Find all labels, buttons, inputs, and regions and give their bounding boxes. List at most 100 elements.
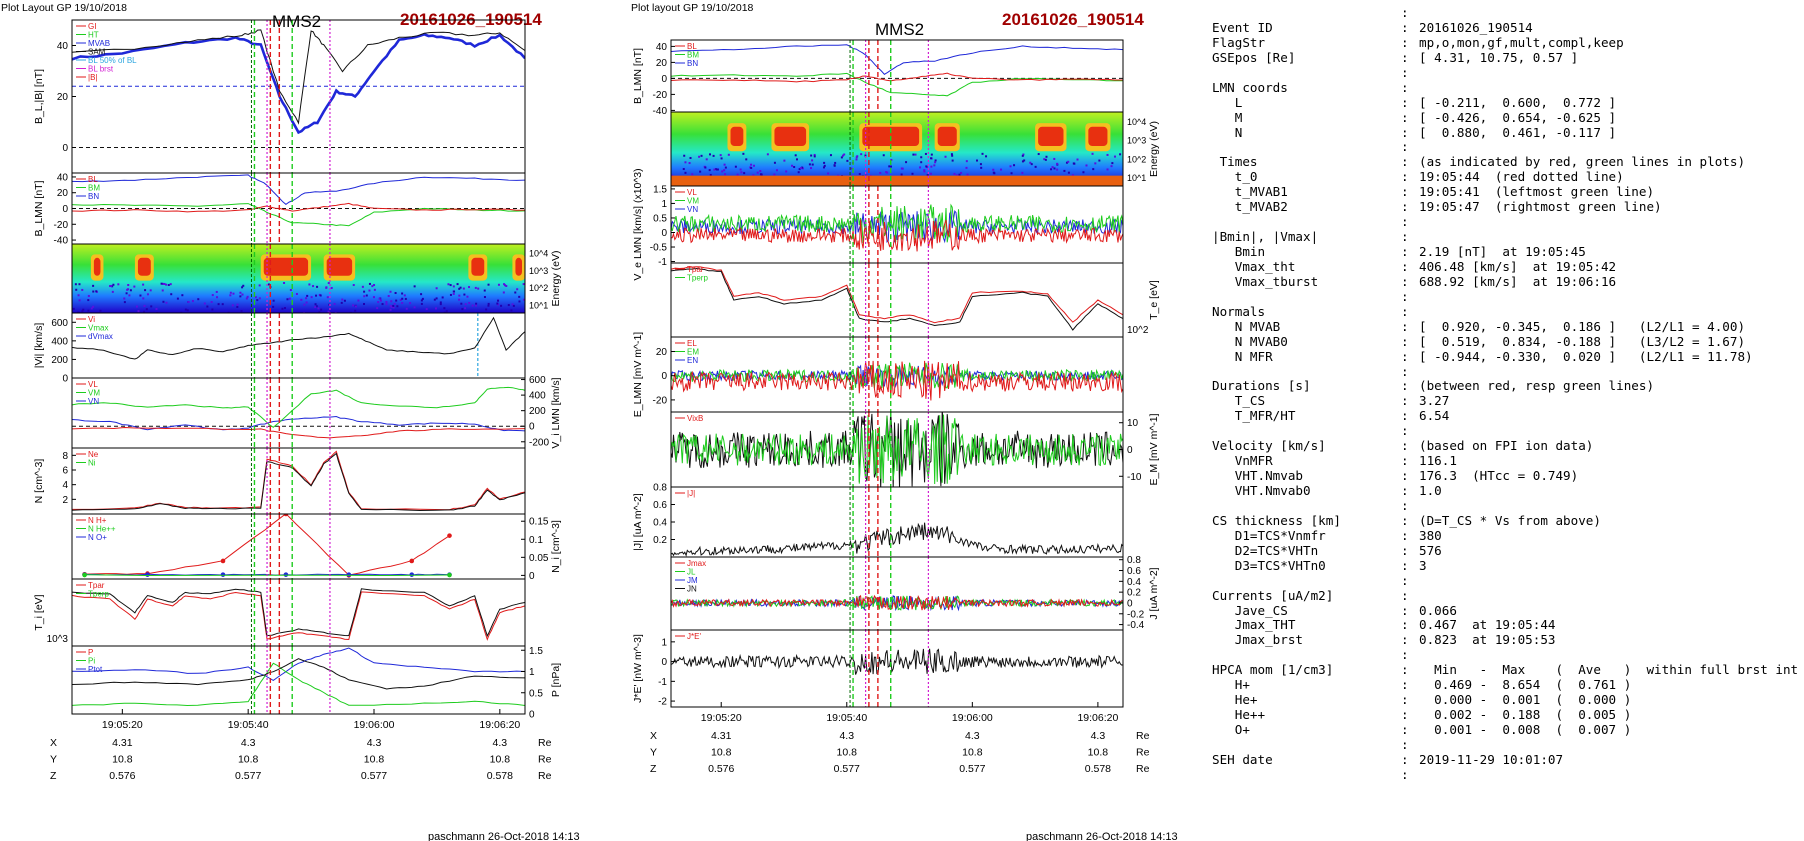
series-Pi-line: [72, 662, 525, 707]
y-tick-label: 400: [51, 336, 68, 347]
summary-colon: :: [1401, 572, 1409, 588]
summary-row: T_MFR/HT:6.54: [1212, 408, 1802, 424]
series-VN-line: [72, 426, 525, 439]
summary-key: Currents [uA/m2]: [1212, 588, 1334, 603]
panel-frame: [670, 39, 1124, 113]
summary-key: Vmax_tht: [1212, 259, 1296, 274]
summary-row: Currents [uA/m2]:: [1212, 588, 1802, 604]
series-B-line: [72, 29, 525, 125]
summary-value: [1419, 140, 1802, 155]
y-tick-label: 20: [57, 92, 69, 103]
summary-value: [ 0.519, 0.834, -0.188 ] (L3/L2 = 1.67): [1419, 334, 1746, 349]
legend-entry: Ne: [88, 450, 99, 459]
series-EM-line: [671, 362, 1123, 389]
legend-entry: EN: [687, 356, 698, 365]
y-tick-label: 0.1: [529, 535, 543, 546]
summary-key: HPCA mom [1/cm3]: [1212, 663, 1334, 678]
summary-row: SEH date:2019-11-29 10:01:07: [1212, 752, 1802, 768]
series-VN-line: [671, 219, 1123, 252]
summary-row: M: [ -0.426, 0.654, -0.625 ]: [1212, 109, 1802, 126]
y-tick-label: 0: [62, 143, 68, 154]
summary-key: H+: [1212, 678, 1250, 693]
summary-value: (as indicated by red, green lines in plo…: [1419, 155, 1746, 170]
summary-value: 688.92 [km/s] at 19:06:16: [1419, 274, 1617, 289]
legend-entry: BL brst: [88, 65, 114, 74]
summary-value: 2.19 [nT] at 19:05:45: [1419, 245, 1586, 259]
summary-value: 20161026_190514: [1419, 20, 1533, 35]
y-tick-label: 0.6: [653, 500, 667, 511]
summary-colon: :: [1401, 199, 1409, 215]
summary-row: Jmax_THT:0.467 at 19:05:44: [1212, 617, 1802, 633]
summary-colon: :: [1401, 483, 1409, 498]
summary-colon: :: [1401, 707, 1409, 723]
summary-colon: :: [1401, 363, 1409, 379]
legend-entry: Jmax: [687, 559, 706, 568]
position-unit: Re: [1136, 747, 1150, 759]
y-tick-label: 0: [529, 571, 535, 582]
y-tick-label: 600: [529, 375, 546, 386]
y-tick-label: -10: [1127, 472, 1142, 483]
y-tick-label: 0: [661, 657, 667, 668]
legend-entry: BL 50% of BL: [88, 56, 137, 65]
panel-J-right: 0.2 0.4 0.6 0.8 |J| [uA m^-2] |J|: [632, 483, 1124, 558]
position-row-label: Y: [50, 754, 57, 766]
y-axis-label: T_e [eV]: [1148, 280, 1160, 320]
summary-value: 3.27: [1419, 394, 1450, 409]
summary-colon: :: [1401, 169, 1409, 185]
summary-value: [1419, 589, 1802, 604]
summary-row: N MVAB0: [ 0.519, 0.834, -0.188 ] (L3/L2 …: [1212, 334, 1802, 350]
summary-colon: :: [1401, 677, 1409, 693]
y-tick-label: -0.2: [1127, 609, 1145, 620]
y-axis-label: |J| [uA m^-2]: [632, 493, 644, 551]
y-tick-label: 10^1: [529, 301, 548, 311]
y-tick-label: 20: [656, 347, 668, 358]
summary-value: 19:05:47 (rightmost green line): [1419, 200, 1662, 215]
position-row-label: X: [50, 737, 57, 749]
series-J-line: [671, 522, 1123, 557]
summary-value: 3: [1419, 558, 1427, 573]
summary-value: 0.001 - 0.008 ( 0.007 ): [1419, 723, 1632, 737]
summary-value: 0.002 - 0.188 ( 0.005 ): [1419, 708, 1632, 723]
summary-key: t_MVAB1: [1212, 185, 1288, 200]
summary-colon: :: [1401, 109, 1409, 125]
y-tick-label: 2: [62, 495, 68, 506]
legend-entry: Vmax: [88, 324, 108, 333]
position-unit: Re: [538, 770, 552, 782]
data-point: [447, 533, 452, 538]
summary-row: :: [1212, 214, 1802, 230]
summary-value: [1419, 365, 1802, 380]
summary-value: [1419, 424, 1802, 439]
position-unit: Re: [538, 754, 552, 766]
position-value: 0.577: [959, 763, 985, 775]
summary-row: :: [1212, 65, 1802, 81]
summary-row: :: [1212, 767, 1802, 783]
y-tick-label: 0: [1127, 598, 1133, 609]
series-BL-line: [72, 32, 525, 135]
position-tables: X 4.31 4.3 4.3 4.3 Re Y 10.8 10.8 10.8 10.8 Re Z 0.57…: [50, 730, 1150, 782]
summary-colon: :: [1401, 722, 1409, 737]
summary-value: [ 0.880, 0.461, -0.117 ]: [1419, 125, 1617, 140]
summary-key: Normals: [1212, 304, 1266, 319]
summary-colon: :: [1401, 393, 1409, 409]
x-tick-label: 19:06:20: [1077, 712, 1118, 724]
summary-colon: :: [1401, 617, 1409, 633]
position-value: 10.8: [711, 747, 732, 759]
panel-ion_spectrogram-left: 10^4 10^3 10^2 10^1 Energy (eV): [71, 243, 562, 314]
position-value: 4.3: [839, 730, 854, 742]
y-tick-label: -0.5: [650, 243, 668, 254]
series-green-line: [671, 414, 1123, 485]
data-point: [409, 572, 415, 577]
summary-value: [1419, 6, 1802, 21]
summary-colon: :: [1401, 79, 1409, 95]
series-Tpar-line: [671, 266, 1123, 324]
summary-key: |Bmin|, |Vmax|: [1212, 230, 1319, 245]
y-axis-label: T_i [eV]: [33, 594, 45, 630]
position-value: 4.3: [493, 737, 508, 749]
summary-value: [1419, 574, 1802, 589]
